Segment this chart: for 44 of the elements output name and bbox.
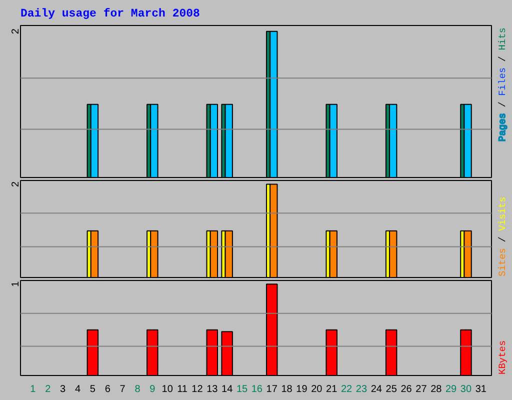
x-tick-label: 30 (460, 384, 472, 395)
annotation: 2 (10, 28, 22, 34)
x-tick-label: 16 (251, 384, 263, 395)
x-tick-label: 31 (475, 384, 487, 395)
x-tick-label: 19 (296, 384, 308, 395)
x-tick-label: 12 (192, 384, 204, 395)
text: / (497, 101, 508, 108)
x-tick-label: 28 (430, 384, 442, 395)
text: / (497, 236, 508, 242)
x-tick-label: 29 (445, 384, 458, 395)
chart-title: Daily usage for March 2008 (20, 8, 200, 20)
x-tick-label: 8 (134, 384, 141, 395)
x-tick-label: 14 (222, 384, 234, 395)
x-tick-label: 10 (162, 384, 174, 395)
annotation: 2 (10, 181, 22, 188)
text: Hits (497, 27, 508, 50)
x-tick-label: 4 (74, 384, 81, 395)
x-tick-label: 25 (386, 384, 398, 395)
text: Visits (497, 196, 508, 231)
text: Sites (497, 248, 508, 277)
x-tick-label: 24 (370, 384, 382, 395)
x-tick-label: 23 (356, 384, 368, 395)
x-tick-label: 11 (177, 384, 188, 395)
text: Pages (497, 112, 508, 142)
text: KBytes (497, 340, 508, 375)
x-tick-label: 27 (416, 384, 428, 395)
x-tick-label: 18 (281, 384, 293, 395)
x-tick-label: 9 (150, 384, 156, 395)
text: / (497, 56, 508, 62)
x-tick-label: 15 (236, 384, 248, 395)
x-tick-label: 26 (400, 384, 412, 395)
x-tick-label: 6 (104, 384, 111, 395)
x-tick-label: 2 (45, 384, 52, 395)
x-tick-label: 1 (30, 384, 36, 395)
x-tick-label: 3 (60, 384, 66, 395)
legend-label: Files (497, 67, 508, 96)
x-tick-label: 17 (266, 384, 278, 395)
annotation: 1 (10, 280, 22, 287)
x-tick-label: 22 (340, 384, 353, 395)
x-tick-label: 21 (326, 384, 338, 395)
x-tick-label: 13 (206, 384, 218, 395)
x-tick-label: 20 (311, 384, 323, 395)
x-tick-label: 5 (90, 384, 96, 395)
x-tick-label: 7 (120, 384, 126, 395)
